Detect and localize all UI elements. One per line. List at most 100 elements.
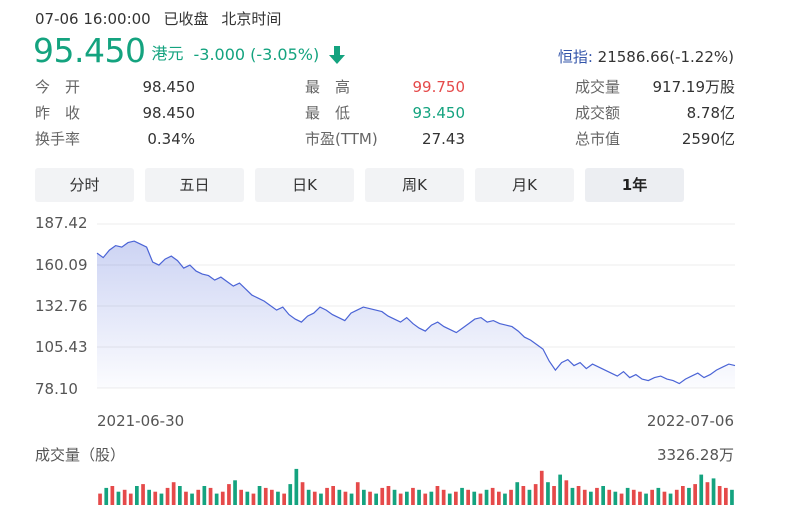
volume-bar <box>717 486 722 505</box>
volume-bar <box>208 487 213 505</box>
volume-bar <box>362 489 366 505</box>
y-tick-label: 78.10 <box>35 380 78 398</box>
volume-bar <box>582 489 587 505</box>
stat-value: 98.450 <box>142 78 196 96</box>
volume-bar <box>527 489 532 505</box>
volume-bar <box>644 493 648 505</box>
volume-bar <box>730 489 734 505</box>
volume-bar <box>423 493 428 505</box>
volume-bar <box>576 486 581 505</box>
volume-bar <box>386 486 391 505</box>
y-tick-label: 160.09 <box>35 256 88 274</box>
currency: 港元 <box>151 44 184 63</box>
volume-bar <box>472 491 477 505</box>
volume-bar <box>159 493 164 505</box>
volume-bar <box>625 487 630 505</box>
volume-bar <box>484 489 489 505</box>
volume-chart[interactable] <box>0 460 804 527</box>
price-chart[interactable] <box>0 210 804 410</box>
volume-bar <box>337 489 342 505</box>
last-price: 95.450 <box>33 31 146 70</box>
volume-bar <box>98 493 102 505</box>
volume-bar <box>435 486 440 505</box>
volume-bar <box>429 491 434 505</box>
stat-open: 今 开 98.450 <box>35 77 195 103</box>
stat-label: 最 高 <box>305 78 351 96</box>
index-value: 21586.66(-1.22%) <box>597 48 734 66</box>
volume-bar <box>417 489 421 505</box>
volume-bar <box>398 493 403 505</box>
volume-bar <box>331 486 335 505</box>
volume-bar <box>282 493 286 505</box>
volume-bar <box>546 482 550 505</box>
market-state: 已收盘 <box>163 10 209 28</box>
x-end-date: 2022-07-06 <box>646 412 734 430</box>
volume-bar <box>558 474 562 505</box>
stat-volume: 成交量 917.19万股 <box>575 77 735 103</box>
volume-bar <box>196 489 201 505</box>
x-start-date: 2021-06-30 <box>97 412 185 430</box>
volume-bar <box>355 482 360 505</box>
tab-one-year[interactable]: 1年 <box>585 168 684 202</box>
volume-bar <box>276 491 280 505</box>
quote-time: 07-06 16:00:00 <box>35 10 151 28</box>
volume-bar <box>533 484 538 505</box>
tab-intraday[interactable]: 分时 <box>35 168 134 202</box>
stats-grid: 今 开 98.450 最 高 99.750 成交量 917.19万股 昨 收 9… <box>35 77 735 155</box>
volume-bar <box>319 493 323 505</box>
volume-bar <box>509 489 513 505</box>
volume-bar <box>638 491 642 505</box>
volume-bar <box>288 484 293 505</box>
volume-bar <box>521 486 526 505</box>
stat-turnover-rate: 换手率 0.34% <box>35 129 195 155</box>
volume-bar <box>564 480 569 505</box>
volume-bar <box>190 493 194 505</box>
stat-label: 总市值 <box>575 130 621 148</box>
volume-bar <box>656 487 661 505</box>
volume-bar <box>153 491 158 505</box>
volume-bar <box>374 493 378 505</box>
volume-bar <box>128 493 133 505</box>
stat-label: 成交额 <box>575 104 621 122</box>
volume-bar <box>454 491 458 505</box>
stat-market-cap: 总市值 2590亿 <box>575 129 735 155</box>
volume-bar <box>251 493 256 505</box>
volume-bar <box>441 489 446 505</box>
tab-monthly-k[interactable]: 月K <box>475 168 574 202</box>
volume-bar <box>539 470 544 505</box>
stat-value: 8.78亿 <box>686 104 735 122</box>
volume-bar <box>589 491 593 505</box>
volume-bar <box>595 487 599 505</box>
volume-bar <box>392 489 397 505</box>
volume-bar <box>220 491 225 505</box>
volume-bar <box>294 468 299 505</box>
stat-value: 2590亿 <box>681 130 735 148</box>
volume-bar <box>724 487 728 505</box>
volume-bar <box>497 491 501 505</box>
volume-bar <box>368 491 372 505</box>
volume-bar <box>631 489 636 505</box>
tab-weekly-k[interactable]: 周K <box>365 168 464 202</box>
timezone: 北京时间 <box>221 10 282 28</box>
stat-value: 27.43 <box>422 130 465 148</box>
index-label[interactable]: 恒指: <box>557 48 593 66</box>
volume-bar <box>227 484 231 505</box>
volume-bar <box>349 493 354 505</box>
volume-max: 3326.28万 <box>656 446 734 464</box>
volume-bar <box>601 486 605 505</box>
volume-bar <box>202 486 207 505</box>
volume-bar <box>257 486 262 505</box>
stat-pe-ttm: 市盈(TTM) 27.43 <box>305 129 465 155</box>
volume-bar <box>681 486 685 505</box>
tab-five-day[interactable]: 五日 <box>145 168 244 202</box>
price-change: -3.000 (-3.05%) <box>193 45 320 64</box>
tab-daily-k[interactable]: 日K <box>255 168 354 202</box>
quote-row: 95.450 港元 -3.000 (-3.05%) <box>33 30 346 70</box>
y-tick-label: 187.42 <box>35 214 88 232</box>
stat-prev-close: 昨 收 98.450 <box>35 103 195 129</box>
volume-bar <box>300 482 305 505</box>
hang-seng-index[interactable]: 恒指: 21586.66(-1.22%) <box>558 46 734 67</box>
volume-bar <box>613 491 618 505</box>
volume-bar <box>674 489 679 505</box>
volume-bar <box>325 487 329 505</box>
